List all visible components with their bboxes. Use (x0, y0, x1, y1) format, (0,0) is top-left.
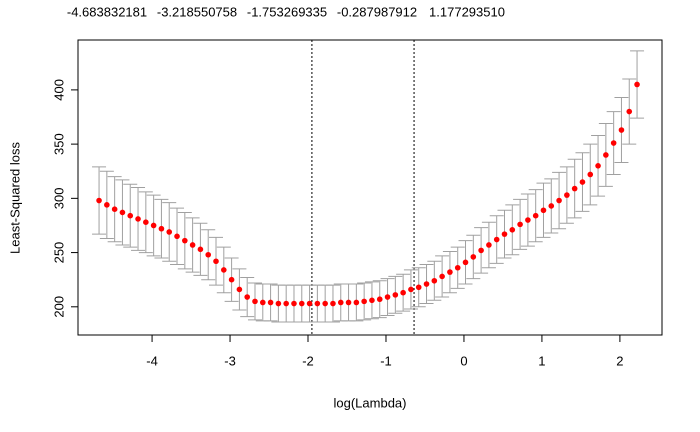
point (400, 289, 406, 296)
point (330, 300, 336, 307)
point (166, 229, 173, 235)
point (447, 269, 453, 275)
point (353, 299, 360, 306)
point (143, 219, 149, 226)
point (525, 217, 531, 223)
point (509, 226, 516, 233)
point (174, 233, 180, 240)
point (415, 284, 422, 291)
point (548, 203, 555, 209)
point (579, 179, 586, 185)
point (111, 206, 118, 212)
point (189, 242, 196, 248)
y-tick-label: 300 (51, 187, 66, 209)
point (454, 264, 461, 271)
point (532, 212, 539, 219)
point (244, 294, 250, 300)
point (431, 277, 438, 284)
point (298, 300, 305, 307)
point (236, 286, 243, 293)
point (361, 298, 367, 305)
point (221, 267, 227, 273)
point (603, 152, 609, 158)
point (618, 127, 625, 133)
point (104, 202, 110, 208)
point (345, 299, 352, 306)
point (439, 273, 445, 280)
point (478, 247, 484, 254)
plot-frame (77, 39, 663, 336)
point (376, 296, 383, 303)
x-tick-label: -2 (302, 353, 314, 368)
point (493, 236, 500, 243)
point (587, 171, 594, 178)
point (96, 197, 102, 204)
point (462, 259, 469, 266)
point (314, 300, 321, 307)
y-tick-label: 350 (51, 133, 66, 155)
point (384, 294, 391, 300)
point (517, 221, 523, 228)
x-axis-label: log(Lambda) (334, 395, 407, 410)
point (610, 140, 617, 146)
top-label: -0.287987912 (337, 4, 417, 19)
point (486, 242, 492, 248)
point (275, 300, 282, 307)
point (306, 300, 313, 307)
point (322, 300, 328, 307)
point (267, 299, 274, 306)
point (423, 281, 430, 287)
point (556, 197, 562, 204)
top-label: 1.177293510 (429, 4, 505, 19)
point (595, 163, 601, 169)
top-label: -3.218550758 (157, 4, 237, 19)
point (119, 209, 126, 216)
point (228, 276, 235, 283)
point (127, 212, 134, 219)
point (135, 216, 141, 222)
point (634, 81, 640, 88)
point (158, 225, 165, 232)
x-tick-label: -4 (146, 353, 158, 368)
y-tick-label: 200 (51, 296, 66, 318)
x-tick-label: -1 (380, 353, 392, 368)
point (213, 258, 219, 265)
point (182, 237, 188, 244)
point (626, 108, 633, 115)
x-tick-label: 2 (616, 353, 623, 368)
point (205, 251, 212, 258)
x-tick-label: 0 (460, 353, 467, 368)
point (197, 246, 204, 253)
point (408, 286, 414, 293)
point (252, 298, 258, 305)
x-tick-label: -3 (224, 353, 236, 368)
point (291, 300, 297, 307)
point (470, 254, 477, 260)
point (501, 231, 508, 237)
y-tick-label: 250 (51, 242, 66, 264)
point (540, 207, 547, 214)
point (337, 299, 344, 306)
point (571, 185, 578, 192)
point (150, 222, 157, 229)
top-label: -4.683832181 (67, 4, 147, 19)
y-tick-label: 400 (51, 79, 66, 101)
point (283, 300, 289, 307)
point (369, 297, 375, 304)
y-axis-label: Least-Squared loss (7, 141, 22, 254)
top-label: -1.753269335 (247, 4, 327, 19)
point (564, 192, 570, 198)
point (259, 299, 266, 306)
x-tick-label: 1 (538, 353, 545, 368)
point (392, 292, 399, 298)
